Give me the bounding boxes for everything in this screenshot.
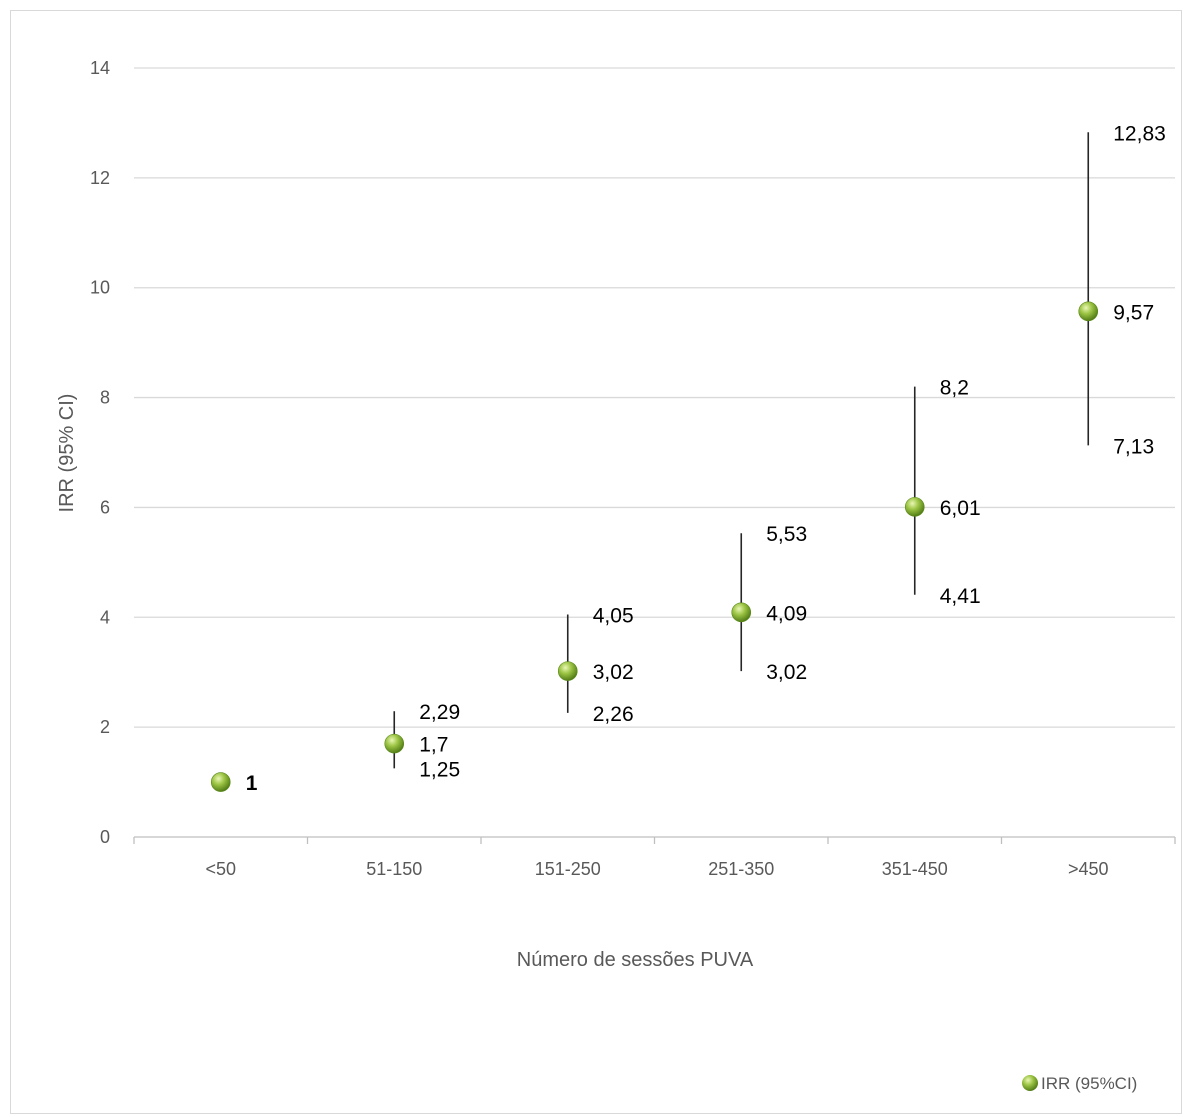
data-point	[904, 497, 925, 517]
ci-high-label: 12,83	[1113, 122, 1166, 145]
data-point	[557, 661, 578, 681]
x-axis: <50 51-150 151-250 251-350 351-450 >450	[133, 836, 1176, 879]
data-points	[210, 301, 1099, 792]
y-tick-label: 0	[100, 827, 110, 847]
y-tick-label: 6	[100, 497, 110, 517]
x-tick-label: 151-250	[535, 859, 601, 879]
x-tick-label: <50	[205, 859, 236, 879]
legend-label: IRR (95%CI)	[1041, 1074, 1137, 1093]
value-label: 4,09	[766, 602, 807, 625]
data-point	[210, 772, 231, 792]
x-tick-label: 351-450	[882, 859, 948, 879]
legend: IRR (95%CI)	[1022, 1074, 1137, 1093]
data-point	[384, 733, 405, 754]
x-tick-label: 251-350	[708, 859, 774, 879]
value-label: 1,7	[419, 734, 448, 757]
value-label: 1	[246, 772, 258, 795]
x-tick-label: >450	[1068, 859, 1109, 879]
ci-high-label: 8,2	[940, 377, 969, 400]
ci-low-label: 3,02	[766, 661, 807, 684]
data-point	[731, 602, 752, 623]
data-point	[1078, 301, 1099, 322]
confidence-intervals	[393, 132, 1090, 769]
x-tick-label: 51-150	[366, 859, 422, 879]
ci-low-label: 1,25	[419, 758, 460, 781]
y-tick-label: 14	[90, 58, 110, 78]
y-axis-title: IRR (95% CI)	[56, 394, 78, 513]
gridlines	[134, 67, 1175, 728]
y-tick-label: 2	[100, 717, 110, 737]
y-tick-label: 10	[90, 278, 110, 298]
ci-low-label: 7,13	[1113, 435, 1154, 458]
value-label: 3,02	[593, 661, 634, 684]
y-tick-label: 8	[100, 388, 110, 408]
y-tick-label: 4	[100, 607, 110, 627]
ci-high-label: 2,29	[419, 701, 460, 724]
ci-high-label: 5,53	[766, 523, 807, 546]
ci-low-label: 4,41	[940, 585, 981, 608]
legend-marker-icon	[1022, 1075, 1038, 1091]
data-labels: 1 1,7 2,29 1,25 3,02 4,05 2,26 4,09 5,53 3,02 6,01…	[246, 122, 1166, 795]
x-axis-title: Número de sessões PUVA	[517, 949, 754, 971]
y-tick-labels: 0 2 4 6 8 10 12 14	[90, 58, 110, 847]
value-label: 9,57	[1113, 301, 1154, 324]
y-tick-label: 12	[90, 168, 110, 188]
ci-high-label: 4,05	[593, 605, 634, 628]
chart-frame	[10, 10, 1182, 1114]
ci-low-label: 2,26	[593, 703, 634, 726]
value-label: 6,01	[940, 497, 981, 520]
